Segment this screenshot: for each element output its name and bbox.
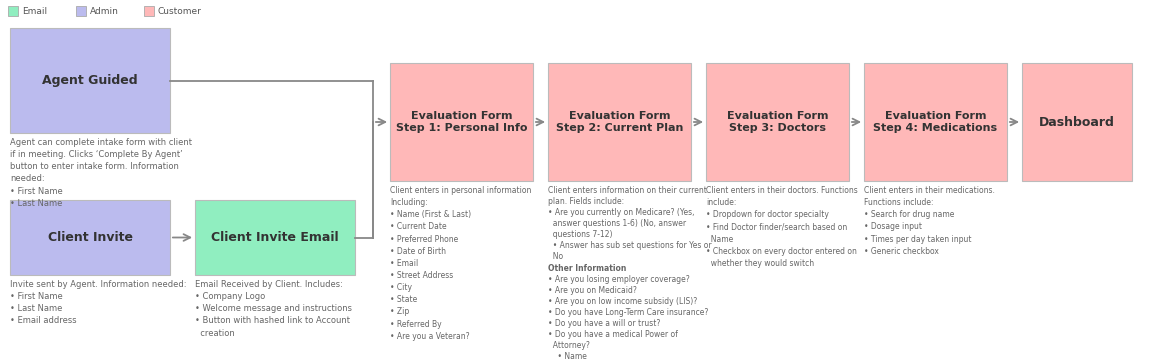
FancyBboxPatch shape bbox=[8, 6, 18, 16]
Text: Invite sent by Agent. Information needed:
• First Name
• Last Name
• Email addre: Invite sent by Agent. Information needed… bbox=[11, 280, 187, 326]
FancyBboxPatch shape bbox=[195, 200, 355, 275]
Text: Agent can complete intake form with client
if in meeting. Clicks ‘Complete By Ag: Agent can complete intake form with clie… bbox=[11, 138, 193, 208]
Text: Other Information: Other Information bbox=[548, 264, 627, 272]
Text: • Are you on Medicaid?: • Are you on Medicaid? bbox=[548, 286, 636, 295]
Text: Client enters in their doctors. Functions
include:
• Dropdown for doctor special: Client enters in their doctors. Function… bbox=[706, 186, 858, 268]
Text: • Are you losing employer coverage?: • Are you losing employer coverage? bbox=[548, 275, 690, 284]
Text: • Do you have Long-Term Care insurance?: • Do you have Long-Term Care insurance? bbox=[548, 308, 708, 317]
Text: • Answer has sub set questions for Yes or: • Answer has sub set questions for Yes o… bbox=[548, 241, 711, 250]
FancyBboxPatch shape bbox=[1023, 63, 1132, 181]
FancyBboxPatch shape bbox=[11, 28, 170, 133]
Text: Client Invite Email: Client Invite Email bbox=[211, 231, 339, 244]
Text: Evaluation Form
Step 3: Doctors: Evaluation Form Step 3: Doctors bbox=[727, 111, 828, 133]
FancyBboxPatch shape bbox=[76, 6, 86, 16]
Text: • Do you have a will or trust?: • Do you have a will or trust? bbox=[548, 319, 660, 328]
FancyBboxPatch shape bbox=[390, 63, 533, 181]
Text: Client Invite: Client Invite bbox=[47, 231, 133, 244]
Text: Evaluation Form
Step 4: Medications: Evaluation Form Step 4: Medications bbox=[873, 111, 998, 133]
Text: Client enters information on their current: Client enters information on their curre… bbox=[548, 186, 707, 195]
Text: Agent Guided: Agent Guided bbox=[42, 74, 137, 87]
Text: answer questions 1-6) (No, answer: answer questions 1-6) (No, answer bbox=[548, 219, 686, 228]
Text: Evaluation Form
Step 1: Personal Info: Evaluation Form Step 1: Personal Info bbox=[396, 111, 527, 133]
Text: • Name: • Name bbox=[548, 352, 587, 359]
Text: Email: Email bbox=[22, 6, 47, 15]
Text: Client enters in their medications.
Functions include:
• Search for drug name
• : Client enters in their medications. Func… bbox=[864, 186, 994, 256]
Text: No: No bbox=[548, 252, 564, 261]
Text: Evaluation Form
Step 2: Current Plan: Evaluation Form Step 2: Current Plan bbox=[555, 111, 683, 133]
Text: • Are you currently on Medicare? (Yes,: • Are you currently on Medicare? (Yes, bbox=[548, 208, 695, 217]
FancyBboxPatch shape bbox=[864, 63, 1007, 181]
Text: Email Received by Client. Includes:
• Company Logo
• Welcome message and instruc: Email Received by Client. Includes: • Co… bbox=[195, 280, 352, 337]
FancyBboxPatch shape bbox=[548, 63, 691, 181]
Text: Customer: Customer bbox=[158, 6, 202, 15]
Text: Admin: Admin bbox=[90, 6, 119, 15]
FancyBboxPatch shape bbox=[11, 200, 170, 275]
Text: Dashboard: Dashboard bbox=[1039, 116, 1115, 129]
Text: Attorney?: Attorney? bbox=[548, 341, 589, 350]
Text: plan. Fields include:: plan. Fields include: bbox=[548, 197, 625, 206]
FancyBboxPatch shape bbox=[706, 63, 849, 181]
Text: Client enters in personal information
Including:
• Name (First & Last)
• Current: Client enters in personal information In… bbox=[390, 186, 532, 341]
FancyBboxPatch shape bbox=[144, 6, 154, 16]
Text: questions 7-12): questions 7-12) bbox=[548, 230, 613, 239]
Text: • Do you have a medical Power of: • Do you have a medical Power of bbox=[548, 330, 677, 339]
Text: • Are you on low income subsidy (LIS)?: • Are you on low income subsidy (LIS)? bbox=[548, 297, 697, 306]
